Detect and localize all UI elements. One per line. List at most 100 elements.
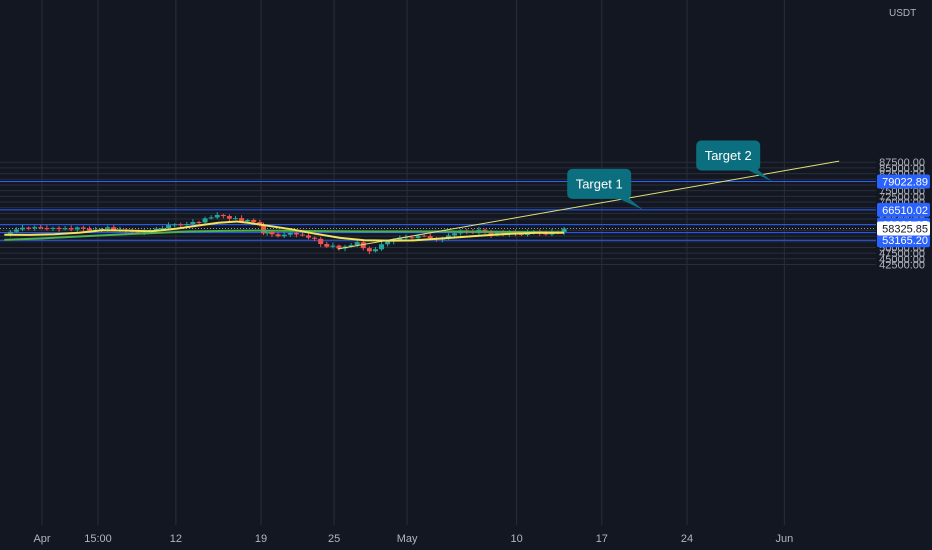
candle-body bbox=[260, 225, 266, 234]
candle-body bbox=[20, 227, 26, 230]
price-tag-label: 79022.89 bbox=[882, 177, 928, 189]
price-tick-label: 45000.00 bbox=[879, 254, 925, 266]
candle-body bbox=[287, 232, 293, 235]
time-tick-label: 19 bbox=[255, 533, 267, 545]
callout-label: Target 2 bbox=[705, 148, 752, 163]
candle-body bbox=[196, 221, 202, 223]
candle-body bbox=[421, 235, 427, 237]
candle-body bbox=[385, 241, 391, 245]
time-axis[interactable]: Apr 15:00 12 19 25 May 10 17 24 Jun bbox=[33, 533, 793, 545]
callout-label: Target 1 bbox=[576, 176, 623, 191]
candle-body bbox=[7, 231, 13, 234]
candle-body bbox=[26, 227, 32, 229]
long-moving-average-line bbox=[4, 229, 565, 241]
price-tag-label: 66510.02 bbox=[882, 205, 928, 217]
candle-body bbox=[409, 237, 415, 239]
time-tick-label: 10 bbox=[511, 533, 523, 545]
candle-body bbox=[74, 227, 80, 230]
candle-body bbox=[264, 231, 270, 234]
callout-box bbox=[696, 140, 761, 171]
candle-body bbox=[482, 229, 488, 232]
candle-body bbox=[427, 236, 433, 239]
candle-body bbox=[293, 232, 299, 235]
current-price-tag-label: 58325.85 bbox=[882, 224, 928, 236]
candle-body bbox=[275, 234, 281, 237]
time-tick-label: 24 bbox=[681, 533, 693, 545]
candle-body bbox=[360, 242, 366, 249]
candle-body bbox=[233, 218, 239, 220]
time-tick-label: 17 bbox=[596, 533, 608, 545]
candle-body bbox=[44, 228, 50, 230]
candle-body bbox=[397, 237, 403, 240]
candle-body bbox=[80, 227, 86, 229]
candle-body bbox=[299, 234, 305, 236]
candle-body bbox=[50, 227, 56, 229]
candle-body bbox=[111, 227, 117, 231]
candle-body bbox=[372, 249, 378, 252]
candle-body bbox=[330, 245, 336, 247]
price-tag-label: 53165.20 bbox=[882, 235, 928, 247]
candle-body bbox=[86, 228, 92, 231]
callout-pointer bbox=[744, 168, 773, 182]
candle-body bbox=[190, 221, 196, 225]
price-tick-label: 72500.00 bbox=[879, 191, 925, 203]
time-tick-label: May bbox=[397, 533, 418, 545]
candle-body bbox=[105, 227, 111, 229]
price-tag-bg bbox=[877, 233, 930, 248]
candle-body bbox=[306, 235, 312, 238]
candle-body bbox=[281, 234, 287, 237]
moving-averages bbox=[4, 220, 565, 242]
current-price-tag-bg bbox=[877, 221, 930, 236]
time-tick-label: 12 bbox=[170, 533, 182, 545]
candle-body bbox=[403, 237, 409, 239]
candle-body bbox=[208, 217, 214, 219]
price-tick-label: 75000.00 bbox=[879, 186, 925, 198]
price-tag-bg bbox=[877, 174, 930, 189]
candle-body bbox=[153, 228, 159, 230]
candle-body bbox=[366, 248, 372, 252]
candle-body bbox=[159, 228, 165, 230]
candle-body bbox=[172, 224, 178, 226]
target-callout[interactable]: Target 1 bbox=[567, 168, 644, 210]
candle-body bbox=[245, 219, 251, 222]
target-callouts[interactable]: Target 1 Target 2 bbox=[567, 140, 773, 210]
price-tick-label: 47500.00 bbox=[879, 248, 925, 260]
price-tick-label: 42500.00 bbox=[879, 259, 925, 271]
candle-body bbox=[348, 245, 354, 247]
candle-body bbox=[166, 225, 172, 229]
candle-body bbox=[251, 219, 257, 222]
candle-body bbox=[312, 237, 318, 239]
candle-body bbox=[202, 218, 208, 223]
candle-body bbox=[62, 228, 68, 230]
price-tick-label: 87500.00 bbox=[879, 157, 925, 169]
candle-body bbox=[13, 229, 19, 232]
candle-body bbox=[135, 231, 141, 234]
price-axis-panel[interactable] bbox=[876, 0, 932, 550]
trendline[interactable] bbox=[337, 160, 840, 250]
candle-body bbox=[226, 216, 232, 219]
price-tick-label: 85000.00 bbox=[879, 163, 925, 175]
candle-body bbox=[488, 231, 494, 236]
time-tick-label: 15:00 bbox=[84, 533, 112, 545]
time-tick-label: 25 bbox=[328, 533, 340, 545]
candle-body bbox=[415, 235, 421, 239]
candle-body bbox=[38, 227, 44, 229]
price-axis-tags: 79022.8966510.0260066.0556509.2653165.20… bbox=[877, 174, 930, 248]
callout-pointer bbox=[615, 196, 644, 210]
candle-body bbox=[452, 233, 458, 236]
callout-box bbox=[567, 168, 632, 199]
candle-body bbox=[318, 238, 324, 245]
target-callout[interactable]: Target 2 bbox=[696, 140, 773, 182]
candle-body bbox=[178, 224, 184, 226]
candle-body bbox=[239, 218, 245, 222]
candle-body bbox=[220, 214, 226, 217]
candle-body bbox=[56, 227, 62, 230]
candle-body bbox=[184, 224, 190, 226]
candle-body bbox=[269, 231, 275, 235]
currency-label: USDT bbox=[889, 8, 917, 19]
candle-body bbox=[336, 245, 342, 249]
candle-body bbox=[379, 244, 385, 250]
candle-body bbox=[214, 214, 220, 218]
